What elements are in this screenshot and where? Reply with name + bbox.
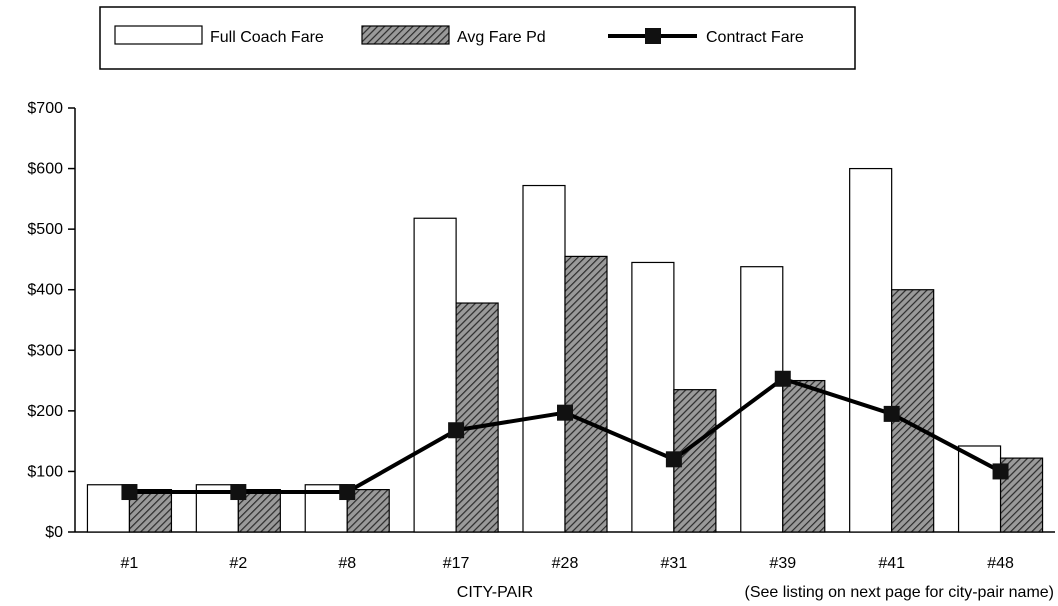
y-tick-label: $700 bbox=[27, 100, 63, 117]
x-tick-label: #1 bbox=[121, 555, 139, 572]
y-tick-label: $200 bbox=[27, 403, 63, 420]
contract-fare-point bbox=[230, 484, 247, 501]
bar-avg-fare-pd bbox=[455, 302, 499, 533]
bar-full-coach-fare bbox=[740, 266, 784, 533]
legend-swatch-full-coach-fare bbox=[114, 25, 203, 45]
y-tick-label: $300 bbox=[27, 342, 63, 359]
bar-avg-fare-pd bbox=[782, 379, 826, 533]
contract-fare-point bbox=[121, 484, 138, 501]
legend-marker-contract-fare bbox=[645, 28, 661, 44]
bar-full-coach-fare bbox=[849, 167, 893, 533]
legend-label-full-coach-fare: Full Coach Fare bbox=[210, 29, 324, 46]
x-tick-label: #2 bbox=[229, 555, 247, 572]
legend-swatch-avg-fare-pd bbox=[361, 25, 450, 45]
x-axis-title: CITY-PAIR bbox=[457, 584, 533, 601]
legend: Full Coach Fare Avg Fare Pd Contract Far… bbox=[99, 6, 856, 70]
bar-full-coach-fare bbox=[631, 261, 675, 533]
y-tick-label: $100 bbox=[27, 463, 63, 480]
y-tick-label: $600 bbox=[27, 161, 63, 178]
bar-avg-fare-pd bbox=[564, 255, 608, 533]
legend-label-contract-fare: Contract Fare bbox=[706, 29, 804, 46]
y-tick-label: $0 bbox=[45, 524, 63, 541]
x-tick-label: #17 bbox=[443, 555, 470, 572]
x-tick-label: #8 bbox=[338, 555, 356, 572]
y-axis: $0 $100 $200 $300 $400 $500 $600 $700 bbox=[27, 100, 76, 541]
y-tick-label: $400 bbox=[27, 282, 63, 299]
legend-label-avg-fare-pd: Avg Fare Pd bbox=[457, 29, 546, 46]
y-tick-label: $500 bbox=[27, 221, 63, 238]
x-tick-label: #28 bbox=[552, 555, 579, 572]
x-tick-label: #39 bbox=[769, 555, 796, 572]
contract-fare-series bbox=[121, 370, 1009, 501]
x-tick-label: #48 bbox=[987, 555, 1014, 572]
x-tick-label: #41 bbox=[878, 555, 905, 572]
contract-fare-point bbox=[665, 451, 682, 468]
bar-full-coach-fare bbox=[413, 217, 457, 533]
contract-fare-point bbox=[992, 463, 1009, 480]
contract-fare-point bbox=[448, 422, 465, 439]
contract-fare-point bbox=[883, 405, 900, 422]
contract-fare-point bbox=[774, 370, 791, 387]
bar-marks bbox=[86, 167, 1044, 533]
x-axis-note: (See listing on next page for city-pair … bbox=[745, 584, 1054, 601]
contract-fare-point bbox=[339, 484, 356, 501]
contract-fare-point bbox=[557, 404, 573, 421]
x-axis: #1 #2 #8 #17 #28 #31 #39 #41 #48 bbox=[75, 531, 1055, 572]
x-tick-label: #31 bbox=[661, 555, 688, 572]
legend-frame bbox=[99, 6, 856, 70]
bar-full-coach-fare bbox=[522, 184, 566, 533]
